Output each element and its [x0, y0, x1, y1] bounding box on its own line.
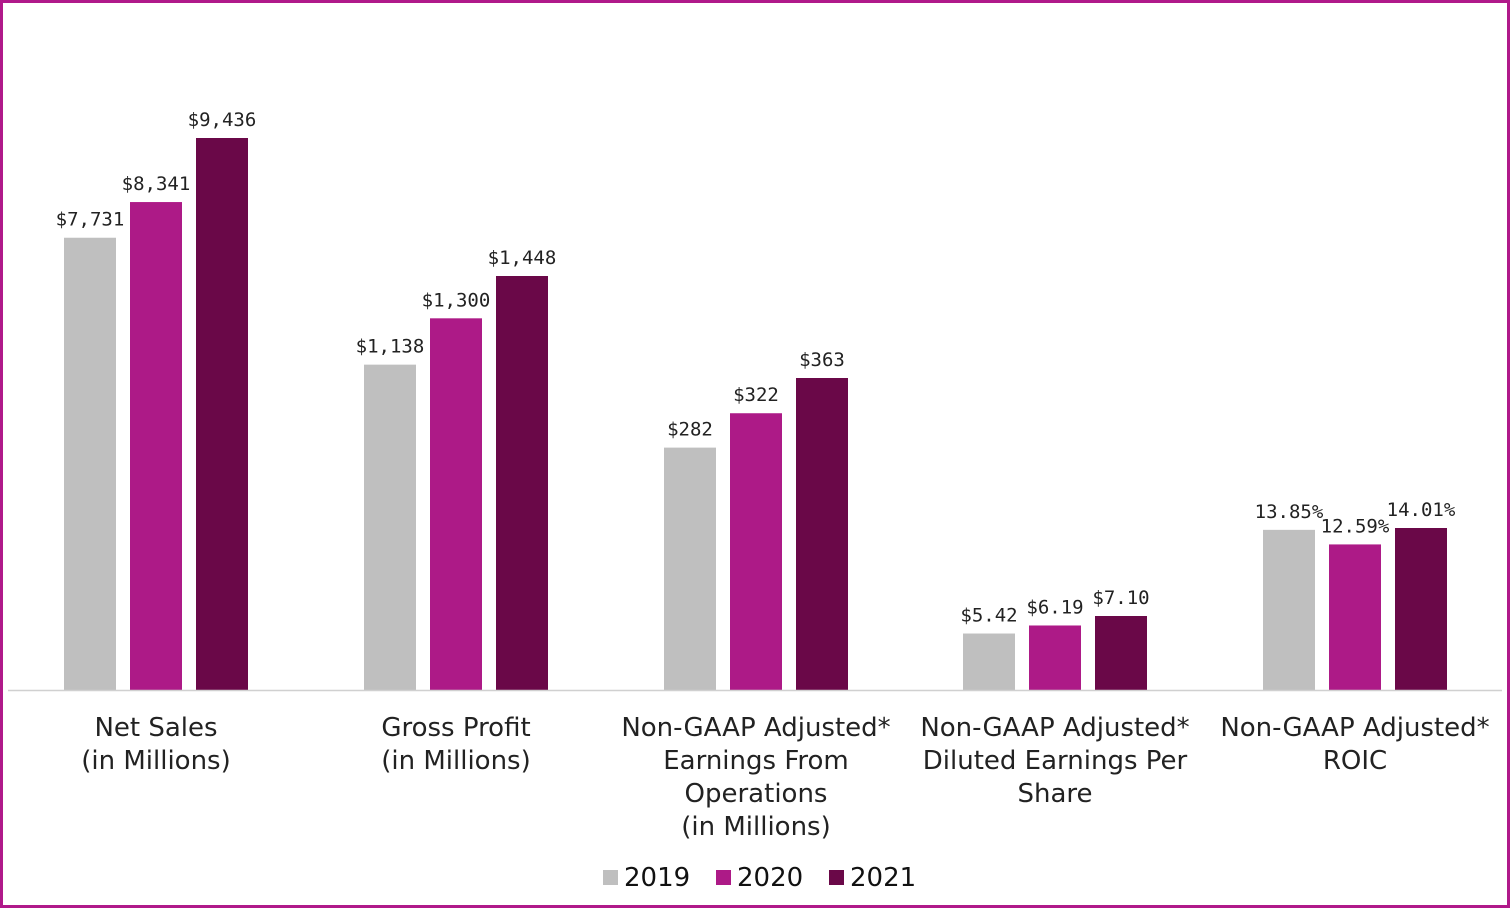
category-label-4-line-2: Diluted Earnings Per [923, 746, 1188, 776]
bar-2019-group-4 [963, 633, 1015, 690]
bar-2020-group-1 [130, 202, 182, 690]
bar-2019-group-5 [1263, 529, 1315, 690]
value-label-2021-group-2: $1,448 [488, 247, 557, 269]
legend-swatch-2019 [603, 870, 618, 885]
value-label-2021-group-1: $9,436 [188, 109, 257, 131]
category-label-2-line-2: (in Millions) [381, 746, 531, 776]
bar-2021-group-1 [196, 138, 248, 690]
legend-label-2019: 2019 [624, 863, 690, 893]
category-label-3-line-2: Earnings From [663, 746, 849, 776]
category-label-3-line-1: Non-GAAP Adjusted* [621, 713, 890, 743]
bar-2019-group-2 [364, 364, 416, 690]
value-label-2020-group-1: $8,341 [122, 173, 191, 195]
value-label-2019-group-2: $1,138 [356, 336, 425, 358]
value-label-2019-group-3: $282 [667, 419, 713, 441]
category-label-2-line-1: Gross Profit [381, 713, 530, 743]
value-labels-layer: $7,731 $8,341 $9,436 $1,138 $1,300 $1,448 $282… [56, 109, 1456, 627]
bar-2020-group-4 [1029, 625, 1081, 690]
value-label-2019-group-4: $5.42 [960, 605, 1017, 627]
value-label-2021-group-4: $7.10 [1092, 587, 1149, 609]
bar-2021-group-3 [796, 378, 848, 690]
legend-label-2021: 2021 [850, 863, 916, 893]
value-label-2019-group-1: $7,731 [56, 209, 125, 231]
category-label-3-line-3: Operations [685, 779, 828, 809]
bar-2020-group-5 [1329, 544, 1381, 690]
category-label-4-line-1: Non-GAAP Adjusted* [920, 713, 1189, 743]
legend-swatch-2021 [829, 870, 844, 885]
category-labels-layer: Net Sales(in Millions)Gross Profit(in Mi… [81, 713, 1489, 842]
value-label-2020-group-3: $322 [733, 384, 779, 406]
bar-2019-group-1 [64, 237, 116, 691]
bar-2020-group-3 [730, 413, 782, 690]
legend: 2019 2020 2021 [603, 863, 916, 893]
value-label-2019-group-5: 13.85% [1255, 501, 1324, 523]
category-label-5-line-2: ROIC [1323, 746, 1387, 776]
value-label-2020-group-5: 12.59% [1321, 515, 1390, 537]
category-label-1-line-1: Net Sales [94, 713, 217, 743]
legend-label-2020: 2020 [737, 863, 803, 893]
category-label-5-line-1: Non-GAAP Adjusted* [1220, 713, 1489, 743]
value-label-2020-group-2: $1,300 [422, 289, 491, 311]
category-label-4-line-3: Share [1017, 779, 1092, 809]
bar-2019-group-3 [664, 447, 716, 690]
bar-2021-group-2 [496, 276, 548, 690]
value-label-2020-group-4: $6.19 [1026, 596, 1083, 618]
bar-2020-group-2 [430, 318, 482, 690]
value-label-2021-group-3: $363 [799, 349, 845, 371]
category-label-3-line-4: (in Millions) [681, 812, 831, 842]
bar-2021-group-5 [1395, 528, 1447, 690]
bar-2021-group-4 [1095, 616, 1147, 690]
legend-swatch-2020 [716, 870, 731, 885]
value-label-2021-group-5: 14.01% [1387, 499, 1456, 521]
category-label-1-line-2: (in Millions) [81, 746, 231, 776]
bars-layer [64, 138, 1447, 691]
